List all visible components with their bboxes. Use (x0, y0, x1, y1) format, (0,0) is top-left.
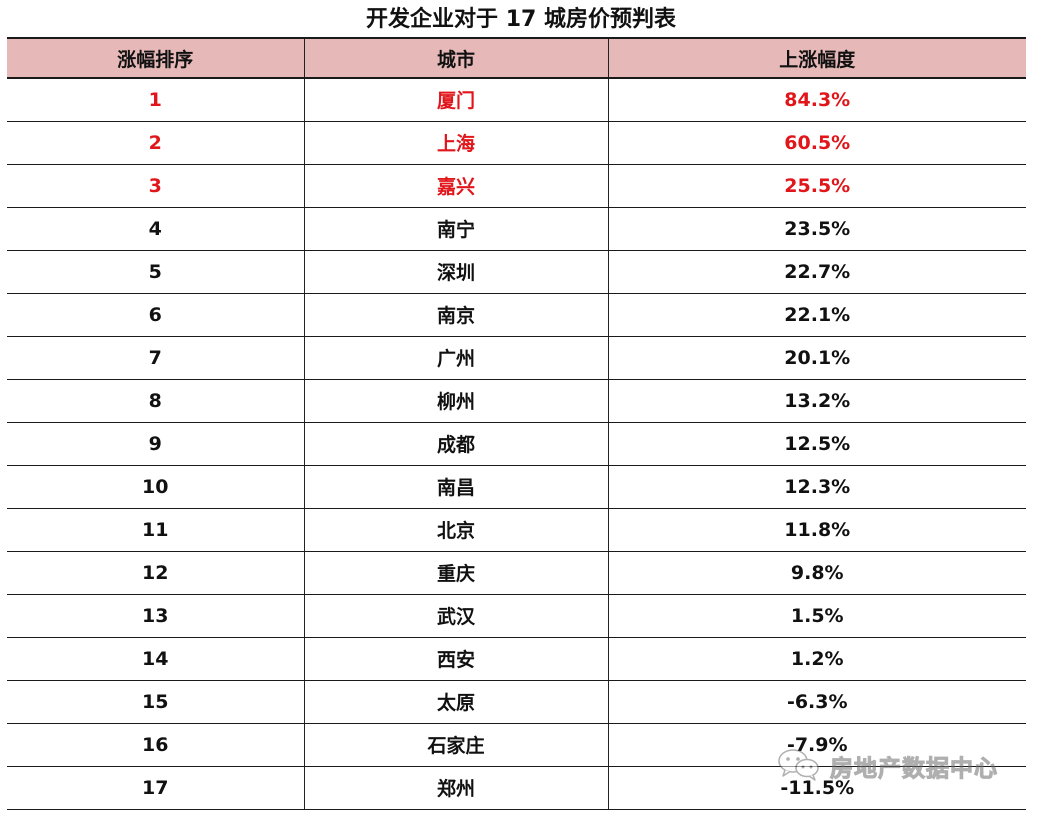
table-row: 6 南京 22.1% (7, 293, 1026, 337)
rank-cell: 16 (7, 723, 304, 767)
table-row: 8 柳州 13.2% (7, 379, 1026, 423)
rank-cell: 7 (7, 336, 304, 380)
table-row: 13 武汉 1.5% (7, 594, 1026, 638)
column-header-city: 城市 (303, 37, 608, 79)
rank-cell: 13 (7, 594, 304, 638)
increase-cell: 1.5% (607, 594, 1026, 638)
city-cell: 重庆 (303, 551, 608, 595)
table-row: 9 成都 12.5% (7, 422, 1026, 466)
increase-cell: 20.1% (607, 336, 1026, 380)
table-row: 5 深圳 22.7% (7, 250, 1026, 294)
rank-cell: 5 (7, 250, 304, 294)
column-header-rank: 涨幅排序 (7, 37, 304, 79)
city-cell: 武汉 (303, 594, 608, 638)
increase-cell: 1.2% (607, 637, 1026, 681)
table-row: 11 北京 11.8% (7, 508, 1026, 552)
city-cell: 北京 (303, 508, 608, 552)
table-header-row: 涨幅排序 城市 上涨幅度 (7, 37, 1026, 79)
increase-cell: -6.3% (607, 680, 1026, 724)
city-cell: 郑州 (303, 766, 608, 810)
rank-cell: 6 (7, 293, 304, 337)
increase-cell: 25.5% (607, 164, 1026, 208)
increase-cell: 13.2% (607, 379, 1026, 423)
city-cell: 西安 (303, 637, 608, 681)
table-row: 10 南昌 12.3% (7, 465, 1026, 509)
increase-cell: 9.8% (607, 551, 1026, 595)
table-row: 17 郑州 -11.5% (7, 766, 1026, 810)
increase-cell: 23.5% (607, 207, 1026, 251)
increase-cell: 60.5% (607, 121, 1026, 165)
rank-cell: 15 (7, 680, 304, 724)
page-title: 开发企业对于 17 城房价预判表 (366, 7, 676, 32)
rank-cell: 9 (7, 422, 304, 466)
rank-cell: 1 (7, 78, 304, 122)
table-row: 1 厦门 84.3% (7, 78, 1026, 122)
table-row: 2 上海 60.5% (7, 121, 1026, 165)
increase-cell: 84.3% (607, 78, 1026, 122)
rank-cell: 11 (7, 508, 304, 552)
increase-cell: 22.7% (607, 250, 1026, 294)
city-cell: 深圳 (303, 250, 608, 294)
rank-cell: 12 (7, 551, 304, 595)
increase-cell: 11.8% (607, 508, 1026, 552)
rank-cell: 14 (7, 637, 304, 681)
city-cell: 嘉兴 (303, 164, 608, 208)
table-row: 15 太原 -6.3% (7, 680, 1026, 724)
city-cell: 南昌 (303, 465, 608, 509)
city-cell: 厦门 (303, 78, 608, 122)
city-cell: 南宁 (303, 207, 608, 251)
increase-cell: 12.5% (607, 422, 1026, 466)
city-cell: 广州 (303, 336, 608, 380)
city-cell: 南京 (303, 293, 608, 337)
increase-cell: -11.5% (607, 766, 1026, 810)
city-cell: 柳州 (303, 379, 608, 423)
increase-cell: 22.1% (607, 293, 1026, 337)
increase-cell: -7.9% (607, 723, 1026, 767)
city-cell: 上海 (303, 121, 608, 165)
column-header-increase: 上涨幅度 (607, 37, 1026, 79)
table-row: 4 南宁 23.5% (7, 207, 1026, 251)
rank-cell: 2 (7, 121, 304, 165)
increase-cell: 12.3% (607, 465, 1026, 509)
table-row: 3 嘉兴 25.5% (7, 164, 1026, 208)
rank-cell: 8 (7, 379, 304, 423)
city-cell: 太原 (303, 680, 608, 724)
table-row: 12 重庆 9.8% (7, 551, 1026, 595)
rank-cell: 4 (7, 207, 304, 251)
table-row: 16 石家庄 -7.9% (7, 723, 1026, 767)
city-cell: 石家庄 (303, 723, 608, 767)
table-row: 14 西安 1.2% (7, 637, 1026, 681)
table-row: 7 广州 20.1% (7, 336, 1026, 380)
city-cell: 成都 (303, 422, 608, 466)
city-price-table: 涨幅排序 城市 上涨幅度 1 厦门 84.3% 2 上海 60.5% 3 嘉兴 25.5% 4 南宁… (7, 37, 1026, 810)
rank-cell: 17 (7, 766, 304, 810)
rank-cell: 10 (7, 465, 304, 509)
rank-cell: 3 (7, 164, 304, 208)
